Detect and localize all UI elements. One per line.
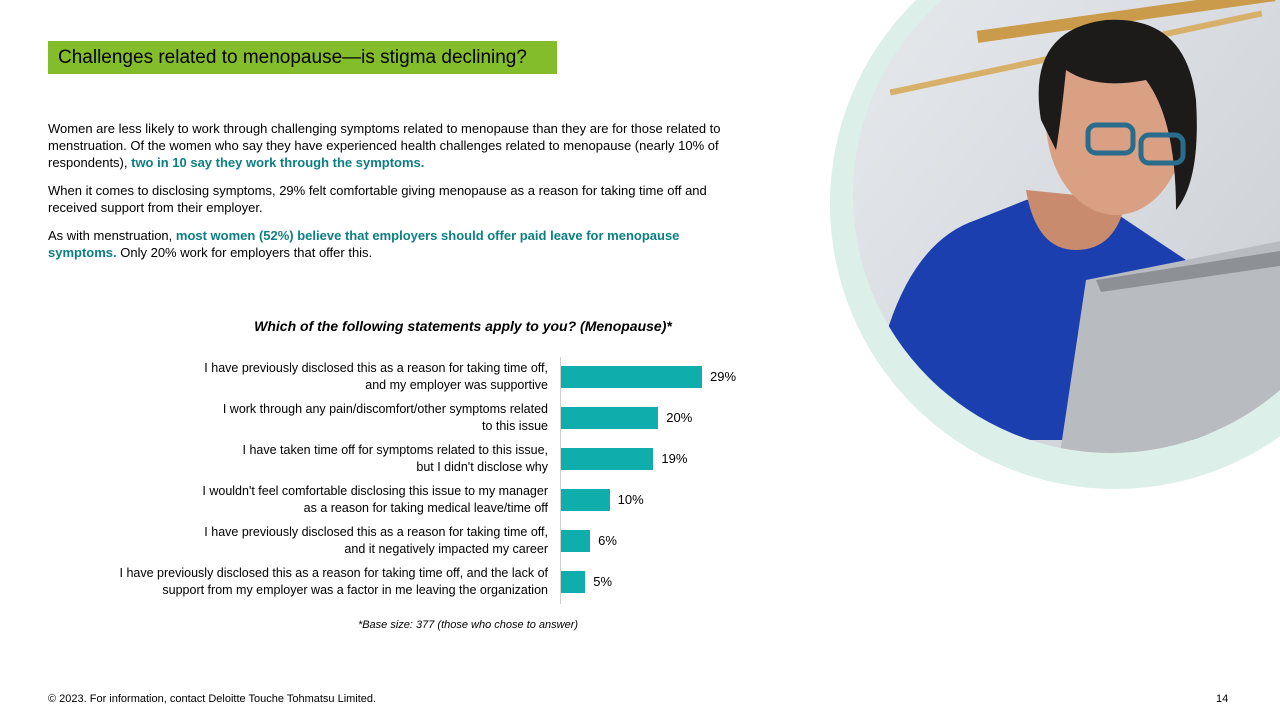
chart-title: Which of the following statements apply …	[254, 318, 672, 334]
paragraph: As with menstruation, most women (52%) b…	[48, 227, 738, 261]
bar	[561, 407, 659, 429]
text: When it comes to disclosing symptoms, 29…	[48, 183, 707, 215]
category-label: I have previously disclosed this as a re…	[119, 566, 548, 597]
paragraph: When it comes to disclosing symptoms, 29…	[48, 182, 738, 216]
chart-note: *Base size: 377 (those who chose to answ…	[357, 619, 579, 631]
value-label: 20%	[666, 410, 693, 425]
value-label: 10%	[617, 492, 644, 507]
highlight-text: most women (52%) believe that employers …	[48, 228, 680, 260]
axis-line	[560, 357, 561, 604]
paragraph: Women are less likely to work through ch…	[48, 120, 738, 171]
value-label: 29%	[710, 369, 737, 384]
slide-title: Challenges related to menopause—is stigm…	[48, 41, 557, 74]
category-label: I work through any pain/discomfort/other…	[222, 402, 548, 433]
category-label: I have previously disclosed this as a re…	[204, 361, 548, 392]
category-label: I have previously disclosed this as a re…	[204, 525, 548, 556]
bar	[561, 489, 610, 511]
body-text: Women are less likely to work through ch…	[48, 120, 738, 272]
category-label: I wouldn't feel comfortable disclosing t…	[202, 484, 548, 515]
value-label: 19%	[661, 451, 688, 466]
bar	[561, 571, 586, 593]
bar	[561, 448, 654, 470]
footer: © 2023. For information, contact Deloitt…	[48, 693, 377, 705]
value-label: 6%	[598, 533, 617, 548]
bar	[561, 530, 591, 552]
highlight-text: two in 10 say they work through the symp…	[131, 155, 425, 170]
value-label: 5%	[593, 574, 613, 589]
photo	[830, 0, 1280, 489]
page-number: 14	[1216, 693, 1229, 705]
text: Only 20% work for employers that offer t…	[116, 245, 373, 260]
bar	[561, 366, 702, 388]
text: Women are less likely to work through ch…	[48, 121, 721, 170]
text: As with menstruation,	[48, 228, 176, 243]
category-label: I have taken time off for symptoms relat…	[242, 443, 548, 474]
